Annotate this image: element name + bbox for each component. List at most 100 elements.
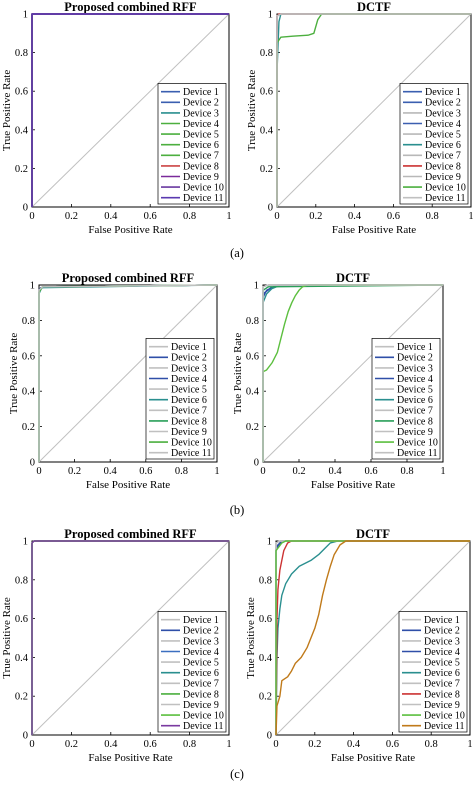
- x-tick-label: 0: [36, 466, 41, 477]
- legend-label-device-7: Device 7: [424, 679, 460, 690]
- legend-label-device-11: Device 11: [183, 721, 223, 732]
- y-tick-label: 0.8: [259, 575, 272, 586]
- legend-label-device-1: Device 1: [397, 342, 433, 353]
- chart-panel-a-right: DCTF 0 0.2 0.4 0.6 0.8 1 0 0.2 0.4 0.6 0.8 1 False Po…: [246, 0, 474, 236]
- legend-label-device-3: Device 3: [425, 108, 461, 119]
- roc-curve-device-6: [275, 540, 470, 736]
- caption-b: (b): [230, 503, 245, 517]
- y-tick-label: 0.4: [22, 387, 36, 398]
- legend-label-device-9: Device 9: [171, 427, 207, 438]
- legend-label-device-10: Device 10: [425, 183, 466, 194]
- legend-label-device-3: Device 3: [397, 363, 433, 374]
- legend-label-device-6: Device 6: [397, 395, 433, 406]
- legend-label-device-11: Device 11: [425, 193, 465, 204]
- x-tick-label: 0.6: [144, 211, 157, 222]
- y-axis-label: True Positive Rate: [1, 70, 13, 152]
- x-tick-label: 1: [468, 211, 473, 222]
- legend-label-device-2: Device 2: [397, 353, 433, 364]
- legend-label-device-9: Device 9: [424, 700, 460, 711]
- legend-label-device-1: Device 1: [183, 87, 219, 98]
- roc-curve-device-11: [276, 13, 471, 207]
- legend-label-device-9: Device 9: [183, 700, 219, 711]
- legend-label-device-4: Device 4: [424, 647, 460, 658]
- legend-label-device-10: Device 10: [183, 711, 224, 722]
- legend-label-device-4: Device 4: [183, 647, 219, 658]
- y-axis-label: True Positive Rate: [232, 333, 244, 415]
- x-tick-label: 0: [29, 211, 34, 222]
- y-tick-label: 1: [267, 537, 272, 548]
- legend-box: [399, 83, 469, 205]
- y-tick-label: 0.2: [246, 422, 259, 433]
- x-tick-label: 0.6: [139, 466, 152, 477]
- legend-label-device-1: Device 1: [425, 87, 461, 98]
- y-tick-label: 0.4: [15, 653, 29, 664]
- y-tick-label: 0.6: [15, 87, 28, 98]
- x-tick-label: 0.4: [328, 466, 342, 477]
- legend-label-device-9: Device 9: [397, 427, 433, 438]
- legend-label-device-3: Device 3: [183, 108, 219, 119]
- chart-title: DCTF: [357, 0, 391, 14]
- x-tick-label: 0.4: [347, 739, 361, 750]
- legend-label-device-5: Device 5: [171, 385, 207, 396]
- legend-box: [371, 338, 441, 460]
- legend-label-device-4: Device 4: [425, 119, 461, 130]
- legend-label-device-5: Device 5: [425, 130, 461, 141]
- legend-label-device-4: Device 4: [397, 374, 433, 385]
- y-tick-label: 0.6: [260, 87, 273, 98]
- legend-label-device-3: Device 3: [183, 636, 219, 647]
- roc-curve-device-10: [262, 284, 443, 462]
- chart-panel-c-right: DCTF 0 0.2 0.4 0.6 0.8 1 0 0.2 0.4 0.6 0.8 1 False Po…: [245, 527, 473, 764]
- chart-title: Proposed combined RFF: [64, 0, 197, 14]
- chart-panel-c-left: Proposed combined RFF 0 0.2 0.4 0.6 0.8 1 0 0.2 0…: [1, 527, 232, 764]
- legend-label-device-2: Device 2: [424, 626, 460, 637]
- legend-label-device-2: Device 2: [171, 353, 207, 364]
- x-axis-label: False Positive Rate: [311, 479, 395, 491]
- y-tick-label: 1: [268, 10, 273, 21]
- x-tick-label: 0.8: [425, 739, 438, 750]
- chart-title: Proposed combined RFF: [62, 271, 195, 285]
- x-tick-label: 0.6: [144, 739, 157, 750]
- legend-label-device-9: Device 9: [425, 172, 461, 183]
- y-tick-label: 1: [23, 10, 28, 21]
- x-tick-label: 0: [274, 211, 279, 222]
- x-tick-label: 1: [226, 739, 231, 750]
- x-axis-label: False Positive Rate: [88, 752, 172, 764]
- legend-label-device-5: Device 5: [397, 385, 433, 396]
- y-tick-label: 0: [267, 731, 272, 742]
- y-tick-label: 0: [23, 731, 28, 742]
- x-tick-label: 0: [273, 739, 278, 750]
- y-tick-label: 0.2: [260, 164, 273, 175]
- legend-label-device-8: Device 8: [397, 416, 433, 427]
- x-tick-label: 0.4: [104, 211, 118, 222]
- legend-label-device-8: Device 8: [424, 689, 460, 700]
- legend-label-device-11: Device 11: [424, 721, 464, 732]
- legend-label-device-2: Device 2: [183, 98, 219, 109]
- y-tick-label: 0: [254, 458, 259, 469]
- legend-label-device-10: Device 10: [424, 711, 465, 722]
- legend-label-device-11: Device 11: [183, 193, 223, 204]
- y-tick-label: 0.2: [259, 692, 272, 703]
- caption-a: (a): [230, 246, 244, 260]
- legend-label-device-8: Device 8: [425, 161, 461, 172]
- x-tick-label: 0: [260, 466, 265, 477]
- roc-curve-device-11: [38, 284, 218, 462]
- legend-label-device-1: Device 1: [171, 342, 207, 353]
- x-tick-label: 0.4: [104, 466, 118, 477]
- legend-label-device-5: Device 5: [183, 130, 219, 141]
- legend-label-device-1: Device 1: [183, 615, 219, 626]
- x-tick-label: 0.8: [183, 739, 196, 750]
- y-axis-label: True Positive Rate: [8, 333, 20, 415]
- legend-label-device-2: Device 2: [425, 98, 461, 109]
- y-tick-label: 0.2: [22, 422, 35, 433]
- y-tick-label: 1: [30, 281, 35, 292]
- y-tick-label: 0.8: [15, 48, 28, 59]
- legend-box: [398, 611, 468, 733]
- y-axis-label: True Positive Rate: [246, 70, 258, 152]
- chart-title: DCTF: [356, 527, 390, 541]
- legend-label-device-7: Device 7: [183, 151, 219, 162]
- legend-box: [157, 83, 227, 205]
